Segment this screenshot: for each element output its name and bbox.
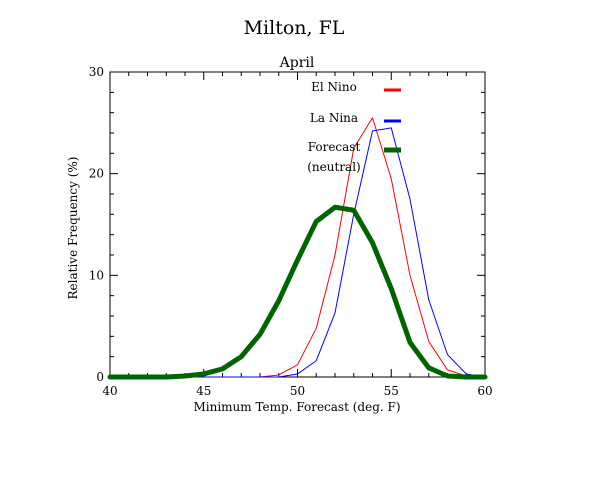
legend-label-2: La Nina [310,111,358,125]
series-line-3 [107,204,488,380]
chart-subtitle: April [279,55,315,71]
legend-label-1: El Nino [311,80,357,94]
legend: El Nino La Nina Forecast (neutral) [307,80,401,174]
x-tick-label: 50 [290,384,305,398]
x-tick-label: 40 [102,384,117,398]
plot-area: 40 45 50 55 60 0 10 20 30 [89,65,493,398]
legend-label-line: La Nina [310,111,358,125]
legend-label-line: El Nino [311,80,357,94]
legend-label-3: Forecast (neutral) [307,140,360,174]
y-tick-label: 0 [96,370,104,384]
x-tick-label: 55 [384,384,399,398]
plot-frame [109,71,486,378]
x-axis-label: Minimum Temp. Forecast (deg. F) [193,400,400,414]
x-tick-label: 60 [477,384,492,398]
y-tick-label: 10 [89,268,104,282]
x-tick-label: 45 [196,384,211,398]
y-axis-label: Relative Frequency (%) [66,157,80,300]
y-tick-label: 20 [89,167,104,181]
legend-label-line: Forecast [308,140,361,154]
series-line-1 [109,117,486,378]
chart-title: Milton, FL [244,17,345,39]
y-tick-label: 30 [89,65,104,79]
legend-label-line: (neutral) [307,160,360,174]
